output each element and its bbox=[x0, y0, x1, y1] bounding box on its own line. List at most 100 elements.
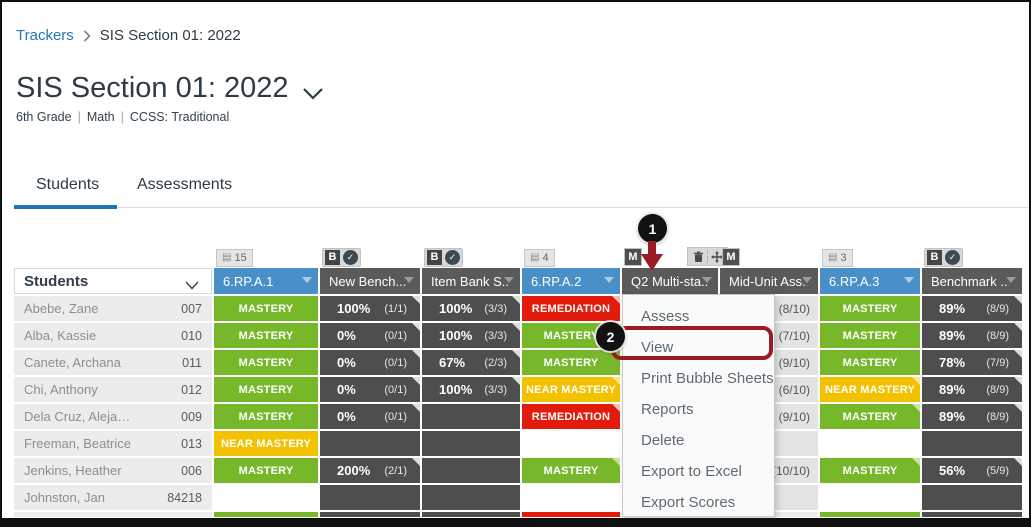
empty-cell[interactable] bbox=[422, 431, 520, 456]
empty-cell[interactable] bbox=[422, 404, 520, 429]
empty-cell[interactable] bbox=[320, 431, 420, 456]
menu-item-reports[interactable]: Reports bbox=[641, 401, 694, 418]
score-cell[interactable]: 89% (8/9) bbox=[922, 404, 1022, 429]
empty-cell[interactable] bbox=[214, 485, 318, 510]
student-row-cell[interactable]: Canete, Archana 011 bbox=[14, 350, 212, 375]
student-row-cell[interactable]: Dela Cruz, Aleja… 009 bbox=[14, 404, 212, 429]
tab-assessments[interactable]: Assessments bbox=[137, 176, 233, 193]
chevron-down-icon[interactable] bbox=[302, 75, 324, 108]
mastery-level-cell[interactable]: MASTERY bbox=[522, 350, 620, 375]
scored-check-icon: ✓ bbox=[945, 249, 960, 265]
column-header-benchmark-[interactable]: Benchmark ... bbox=[922, 268, 1022, 294]
score-cell[interactable]: 67% (2/3) bbox=[422, 350, 520, 375]
mastery-level-cell[interactable]: MASTERY bbox=[820, 350, 920, 375]
menu-item-view[interactable]: View bbox=[641, 339, 674, 356]
menu-item-delete[interactable]: Delete bbox=[641, 432, 685, 449]
clipped-row-cell bbox=[422, 512, 520, 517]
score-cell[interactable]: 100% (3/3) bbox=[422, 296, 520, 321]
mastery-level-cell[interactable]: MASTERY bbox=[214, 296, 318, 321]
callout-arrow-head-icon bbox=[641, 254, 663, 271]
score-cell[interactable]: 89% (8/9) bbox=[922, 296, 1022, 321]
score-cell[interactable]: 89% (8/9) bbox=[922, 377, 1022, 402]
score-cell[interactable]: 100% (3/3) bbox=[422, 377, 520, 402]
menu-item-export-scores[interactable]: Export Scores bbox=[641, 494, 736, 511]
student-row-cell[interactable]: Johnston, Jan 84218 bbox=[14, 485, 212, 510]
mastery-level-cell[interactable]: MASTERY bbox=[214, 323, 318, 348]
mastery-level-cell[interactable]: MASTERY bbox=[820, 404, 920, 429]
menu-item-print-bubble-sheets[interactable]: Print Bubble Sheets bbox=[641, 370, 774, 387]
empty-cell[interactable] bbox=[422, 458, 520, 483]
caret-down-icon bbox=[404, 277, 414, 283]
assessment-count: 4 bbox=[542, 252, 549, 264]
list-icon: ▤ bbox=[828, 252, 838, 263]
breadcrumb-current: SIS Section 01: 2022 bbox=[99, 27, 241, 44]
standard-count-badge: ▤ 3 bbox=[822, 249, 853, 267]
column-header-label: New Bench... bbox=[329, 273, 407, 289]
mastery-level-cell[interactable]: NEAR MASTERY bbox=[214, 431, 318, 456]
mastery-level-cell[interactable]: NEAR MASTERY bbox=[522, 377, 620, 402]
score-cell[interactable]: 78% (7/9) bbox=[922, 350, 1022, 375]
student-row-cell[interactable]: Abebe, Zane 007 bbox=[14, 296, 212, 321]
column-header-6-rp-a-1[interactable]: 6.RP.A.1 bbox=[214, 268, 318, 294]
empty-cell[interactable] bbox=[820, 485, 920, 510]
score-cell[interactable]: 0% (0/1) bbox=[320, 404, 420, 429]
score-cell[interactable]: 0% (0/1) bbox=[320, 323, 420, 348]
empty-cell[interactable] bbox=[922, 431, 1022, 456]
mastery-level-cell[interactable]: REMEDIATION bbox=[522, 404, 620, 429]
score-cell[interactable]: 89% (8/9) bbox=[922, 323, 1022, 348]
score-cell[interactable]: 200% (2/1) bbox=[320, 458, 420, 483]
score-cell[interactable]: 100% (3/3) bbox=[422, 323, 520, 348]
column-header-6-rp-a-3[interactable]: 6.RP.A.3 bbox=[820, 268, 920, 294]
score-cell[interactable]: 0% (0/1) bbox=[320, 350, 420, 375]
mastery-level-cell[interactable]: MASTERY bbox=[214, 458, 318, 483]
score-cell[interactable]: 0% (0/1) bbox=[320, 377, 420, 402]
chevron-down-icon[interactable] bbox=[185, 277, 199, 294]
empty-cell[interactable] bbox=[320, 485, 420, 510]
student-id: 010 bbox=[181, 328, 202, 343]
menu-item-export-to-excel[interactable]: Export to Excel bbox=[641, 463, 742, 480]
column-header-new-bench-[interactable]: New Bench... bbox=[320, 268, 420, 294]
column-header-item-bank-s-[interactable]: Item Bank S... bbox=[422, 268, 520, 294]
score-percent: 78% bbox=[939, 355, 966, 370]
students-column-header[interactable]: Students bbox=[14, 268, 212, 294]
score-percent: 67% bbox=[439, 355, 466, 370]
column-header-mid-unit-ass-[interactable]: Mid-Unit Ass... bbox=[720, 268, 818, 294]
score-fraction: (0/1) bbox=[384, 356, 407, 369]
tab-students[interactable]: Students bbox=[36, 176, 100, 193]
score-fraction: (3/3) bbox=[484, 302, 507, 315]
empty-cell[interactable] bbox=[820, 431, 920, 456]
breadcrumb-trackers-link[interactable]: Trackers bbox=[16, 27, 74, 44]
column-header-label: 6.RP.A.2 bbox=[531, 273, 582, 289]
score-cell[interactable]: 56% (5/9) bbox=[922, 458, 1022, 483]
score-fraction: (0/1) bbox=[384, 383, 407, 396]
score-cell[interactable]: 100% (1/1) bbox=[320, 296, 420, 321]
mastery-level-cell[interactable]: MASTERY bbox=[522, 458, 620, 483]
mastery-level-cell[interactable]: MASTERY bbox=[820, 296, 920, 321]
empty-cell[interactable] bbox=[522, 431, 620, 456]
empty-cell[interactable] bbox=[522, 485, 620, 510]
score-percent: 0% bbox=[337, 355, 356, 370]
student-row-cell[interactable]: Alba, Kassie 010 bbox=[14, 323, 212, 348]
mastery-level-cell[interactable]: NEAR MASTERY bbox=[820, 377, 920, 402]
student-row-cell[interactable]: Chi, Anthony 012 bbox=[14, 377, 212, 402]
empty-cell[interactable] bbox=[422, 485, 520, 510]
column-header-label: Item Bank S... bbox=[431, 273, 509, 289]
empty-cell[interactable] bbox=[922, 485, 1022, 510]
mastery-level-cell[interactable]: MASTERY bbox=[214, 377, 318, 402]
student-row-cell[interactable]: Freeman, Beatrice 013 bbox=[14, 431, 212, 456]
mastery-level-cell[interactable]: REMEDIATION bbox=[522, 296, 620, 321]
column-badge-row: ▤ 15 B ✓ B ✓ ▤ 4 M M ▤ 3 B ✓ bbox=[14, 247, 1022, 267]
benchmark-badge-group: B ✓ bbox=[322, 247, 361, 267]
assessment-count: 15 bbox=[234, 252, 247, 264]
column-header-q2-multi-sta-[interactable]: Q2 Multi-sta... bbox=[622, 268, 718, 294]
mastery-level-cell[interactable]: MASTERY bbox=[820, 323, 920, 348]
mastery-level-cell[interactable]: MASTERY bbox=[820, 458, 920, 483]
trash-icon[interactable] bbox=[691, 249, 705, 264]
move-icon[interactable] bbox=[710, 249, 724, 264]
student-row-cell[interactable]: Jenkins, Heather 006 bbox=[14, 458, 212, 483]
mastery-level-cell[interactable]: MASTERY bbox=[214, 404, 318, 429]
mastery-level-cell[interactable]: MASTERY bbox=[214, 350, 318, 375]
page-title-text: SIS Section 01: 2022 bbox=[16, 72, 289, 104]
menu-item-assess[interactable]: Assess bbox=[641, 308, 690, 325]
column-header-6-rp-a-2[interactable]: 6.RP.A.2 bbox=[522, 268, 620, 294]
